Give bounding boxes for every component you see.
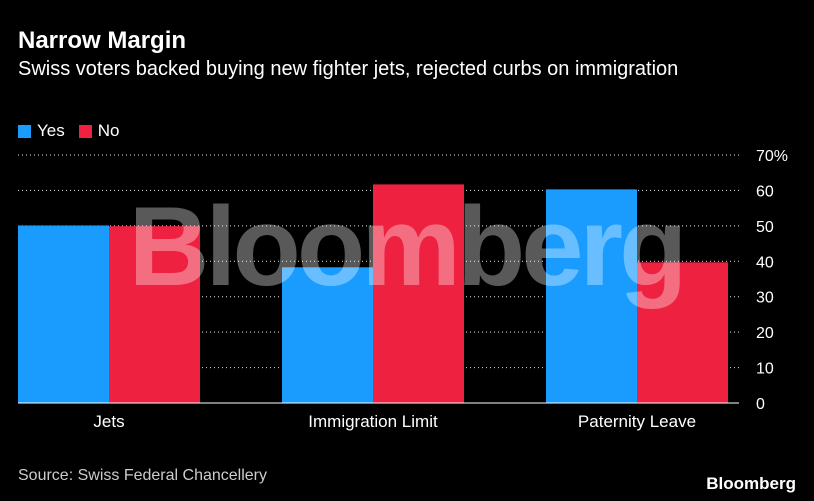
bar-no-jets (109, 226, 200, 403)
chart-subtitle: Swiss voters backed buying new fighter j… (18, 58, 679, 80)
y-tick-label-30: 30 (756, 290, 774, 307)
x-tick-label-jets: Jets (93, 412, 124, 431)
brand-logo: Bloomberg (706, 474, 796, 493)
legend-label-no: No (97, 121, 120, 140)
legend-label-yes: Yes (37, 121, 65, 140)
bar-no-immigration-limit (373, 184, 464, 403)
bar-yes-immigration-limit (282, 267, 373, 403)
y-tick-label-60: 60 (756, 183, 774, 200)
watermark-logo: Bloomberg (128, 184, 683, 309)
legend-item-no: No (78, 121, 120, 141)
x-tick-label-paternity-leave: Paternity Leave (578, 412, 696, 431)
legend-item-yes: Yes (18, 121, 65, 141)
chart-title: Narrow Margin (18, 27, 187, 54)
y-tick-label-10: 10 (756, 361, 774, 378)
y-tick-label-20: 20 (756, 325, 774, 342)
y-tick-label-70: 70% (756, 148, 788, 165)
bar-no-paternity-leave (637, 262, 728, 403)
y-tick-label-0: 0 (756, 396, 765, 413)
y-tick-label-50: 50 (756, 219, 774, 236)
y-tick-label-40: 40 (756, 254, 774, 271)
bar-yes-jets (18, 225, 109, 403)
legend-swatch-yes (18, 124, 31, 138)
legend: Yes No (18, 121, 133, 141)
source-note: Source: Swiss Federal Chancellery (18, 467, 267, 484)
x-tick-label-immigration-limit: Immigration Limit (308, 412, 438, 431)
legend-swatch-no (78, 124, 92, 138)
bar-yes-paternity-leave (546, 189, 637, 403)
